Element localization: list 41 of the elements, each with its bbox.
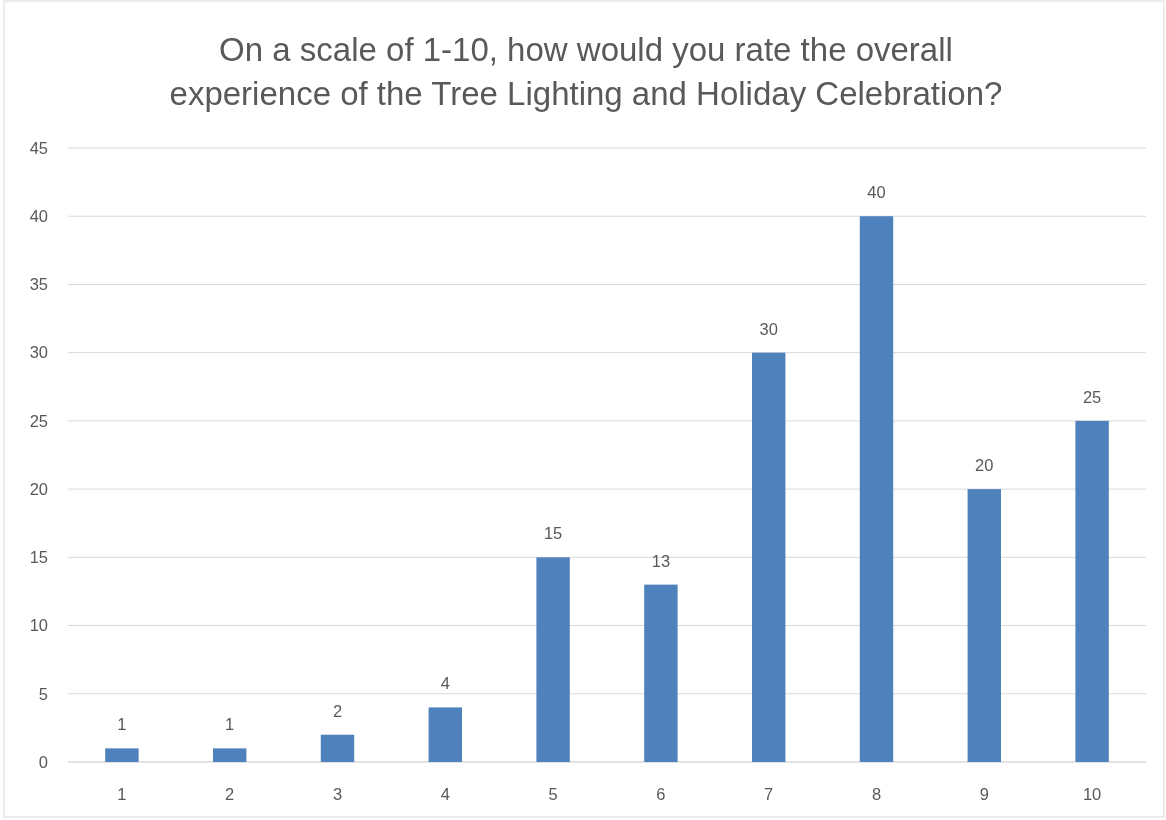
x-tick-label: 8: [871, 785, 882, 803]
bar: [644, 584, 678, 762]
x-tick-label: 3: [332, 785, 343, 803]
bar: [1075, 420, 1109, 762]
x-tick-label: 7: [764, 785, 774, 803]
data-label: 1: [117, 715, 127, 734]
y-tick-label: 20: [29, 479, 48, 498]
x-tick-label: 1: [117, 785, 127, 803]
data-label: 1: [225, 715, 235, 734]
bar: [751, 352, 786, 762]
x-tick-label: 5: [548, 785, 558, 803]
data-label: 30: [759, 319, 778, 338]
bar: [212, 748, 247, 762]
bar: [428, 707, 463, 762]
x-tick-label: 10: [1082, 785, 1102, 803]
data-label: 13: [651, 551, 671, 570]
y-tick-label: 10: [29, 616, 48, 635]
x-tick-label: 2: [225, 785, 235, 803]
data-label: 2: [332, 701, 343, 720]
data-label: 15: [543, 524, 563, 543]
data-label: 25: [1082, 387, 1102, 406]
data-label: 20: [975, 456, 994, 475]
chart-title: On a scale of 1-10, how would you rate the overall experience of the Tree Lighting and Holiday Celebration?: [169, 31, 1003, 112]
y-tick-label: 30: [29, 343, 48, 362]
x-tick-label: 6: [656, 785, 666, 803]
y-tick-label: 35: [29, 275, 48, 294]
bar: [536, 557, 570, 762]
y-tick-label: 15: [29, 548, 48, 567]
bar: [967, 489, 1002, 762]
y-tick-label: 0: [38, 752, 48, 771]
bar: [320, 734, 355, 762]
data-label: 40: [867, 183, 886, 202]
y-tick-label: 5: [38, 684, 48, 703]
data-label: 4: [440, 674, 450, 693]
y-tick-label: 40: [29, 207, 48, 225]
x-tick-label: 4: [440, 785, 450, 803]
y-tick-label: 45: [29, 138, 48, 157]
bar: [859, 216, 894, 762]
x-tick-label: 9: [979, 785, 989, 803]
bar: [105, 748, 139, 762]
y-tick-label: 25: [29, 411, 48, 430]
